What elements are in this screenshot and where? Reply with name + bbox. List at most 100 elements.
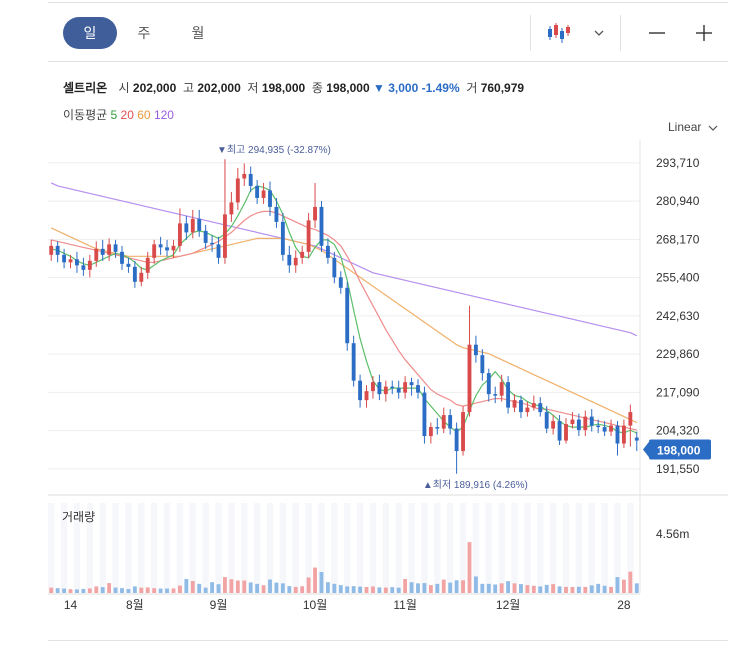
candle-body — [461, 412, 465, 452]
tab-monthly[interactable]: 월 — [191, 25, 205, 41]
ma-60-label: 60 — [137, 108, 151, 122]
volume-bar — [100, 587, 105, 593]
volume-bar — [210, 582, 215, 593]
y-tick-label: 204,320 — [656, 424, 700, 438]
volume-bar — [126, 589, 131, 593]
volume-pane-stripe — [498, 503, 505, 593]
low-annotation: ▲최저 189,916 (4.26%) — [423, 479, 528, 491]
tab-weekly[interactable]: 주 — [137, 25, 151, 41]
volume-bar — [486, 583, 491, 593]
candle-body — [486, 373, 491, 395]
volume-bar — [242, 580, 247, 593]
candle-body — [126, 263, 131, 267]
candle-body — [81, 265, 86, 270]
volume-pane-stripe — [202, 503, 209, 593]
x-tick-label: 8월 — [126, 598, 144, 612]
volume-bar — [473, 576, 478, 593]
ma20-line — [51, 210, 637, 431]
volume-pane-stripe — [163, 503, 171, 593]
volume-bar — [602, 585, 607, 593]
volume-bar — [107, 583, 112, 593]
y-tick-label: 217,090 — [656, 385, 700, 399]
close-price: 198,000 — [326, 81, 370, 95]
candle-body — [107, 244, 112, 255]
volume-bar — [223, 577, 227, 593]
candle-body — [338, 277, 343, 288]
volume-bar — [499, 583, 504, 593]
volume-bar — [235, 580, 240, 593]
volume-pane-stripe — [369, 503, 377, 593]
volume-bar — [480, 583, 485, 593]
candle-body — [557, 421, 562, 441]
volume-bar — [158, 588, 163, 593]
y-tick-label: 268,170 — [656, 232, 700, 246]
candle-body — [358, 380, 363, 401]
volume-bar — [177, 585, 182, 593]
candle-body — [152, 244, 157, 258]
candle-body — [499, 382, 504, 396]
candle-body — [628, 412, 633, 426]
volume-bar — [300, 586, 305, 593]
candle-body — [120, 251, 124, 264]
candle-body — [525, 407, 530, 413]
candle-body — [544, 412, 549, 429]
candle-body — [55, 245, 60, 255]
close-label: 종 — [311, 81, 323, 95]
candle-body — [248, 173, 253, 186]
scale-dropdown[interactable]: Linear — [668, 120, 718, 134]
chart-type-button[interactable] — [544, 15, 574, 51]
volume-tick-label: 4.56m — [656, 527, 689, 541]
volume-bar — [570, 587, 575, 593]
candle-body — [493, 394, 498, 396]
x-tick-label: 9월 — [210, 598, 228, 612]
candle-body — [441, 415, 446, 429]
candle-body — [184, 223, 189, 233]
volume-pane-stripe — [150, 503, 158, 593]
x-tick-label: 12월 — [496, 598, 520, 612]
volume-pane-stripe — [279, 503, 287, 593]
candle-body — [512, 400, 517, 408]
volume-bar — [519, 584, 523, 593]
volume-pane-label: 거래량 — [62, 510, 95, 524]
volume-bar — [248, 582, 253, 593]
candle-body — [422, 392, 427, 437]
candle-body — [609, 425, 613, 432]
candle-body — [371, 382, 375, 392]
volume-bar — [203, 587, 208, 593]
volume-bar — [338, 585, 343, 593]
ma5-line — [51, 185, 638, 434]
candle-body — [473, 344, 478, 356]
candle-body — [87, 260, 92, 270]
candle-body — [287, 254, 292, 266]
ma-5-label: 5 — [110, 108, 118, 122]
volume-pane-stripe — [125, 503, 132, 593]
volume-bar — [628, 571, 633, 593]
volume-bar — [409, 582, 414, 593]
volume-pane-stripe — [215, 503, 222, 593]
volume-bar — [268, 579, 272, 593]
chart-type-dropdown[interactable] — [588, 15, 610, 51]
volume-bar — [325, 582, 330, 593]
x-tick-label: 14 — [64, 598, 78, 612]
candle-body — [531, 403, 536, 408]
volume-bar — [261, 585, 266, 593]
tab-daily[interactable]: 일 — [63, 17, 117, 49]
volume-pane-stripe — [138, 503, 145, 593]
candle-body — [197, 218, 202, 231]
candle-body — [145, 257, 150, 273]
candle-body — [480, 355, 485, 374]
candle-body — [564, 424, 568, 441]
volume-pane-stripe — [86, 503, 94, 593]
change-arrow: ▼ — [373, 81, 385, 95]
zoom-out-button[interactable] — [644, 15, 670, 51]
volume-bar — [506, 581, 511, 593]
volume-bar — [152, 588, 157, 593]
volume-bar — [287, 586, 292, 593]
candle-body — [68, 259, 73, 263]
volume-pane-stripe — [112, 503, 119, 593]
candle-body — [139, 272, 144, 282]
volume-bar — [493, 584, 498, 593]
volume-bar — [596, 583, 601, 593]
zoom-in-button[interactable] — [691, 15, 717, 51]
